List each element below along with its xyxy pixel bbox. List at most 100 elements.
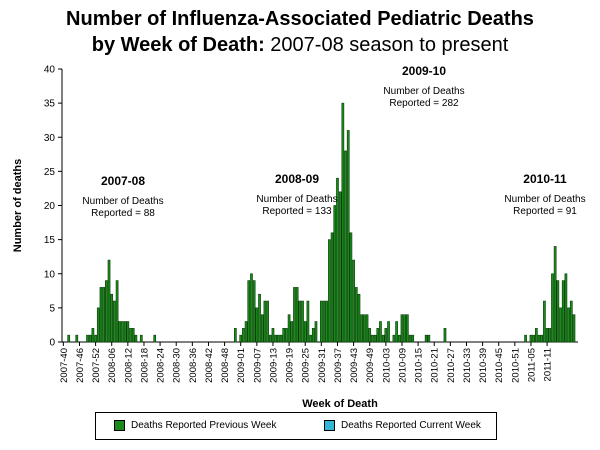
y-tick-label: 30 (44, 133, 56, 144)
season-deaths-label: Number of Deaths (504, 194, 585, 205)
bar-previous-week (534, 328, 538, 343)
bar-previous-week (234, 328, 237, 343)
bar-previous-week (569, 300, 573, 343)
bar-previous-week (311, 328, 315, 343)
bar-previous-week (548, 328, 552, 343)
bar-previous-week (325, 300, 329, 343)
season-label: 2008-09 (275, 172, 319, 186)
bar-previous-week (118, 321, 122, 343)
bar-previous-week (338, 191, 342, 343)
season-label: 2009-10 (402, 64, 446, 78)
bar-previous-week (298, 300, 302, 343)
x-tick-label: 2009-19 (285, 348, 296, 383)
bar-previous-week (105, 280, 108, 343)
bar-previous-week (110, 293, 114, 343)
bar-previous-week (75, 334, 79, 343)
bar-previous-week (376, 328, 380, 343)
bar-previous-week (564, 273, 568, 343)
bar-previous-week (556, 280, 560, 343)
bar-previous-week (360, 314, 363, 343)
bar-previous-week (395, 321, 398, 343)
x-tick-label: 2007-52 (91, 348, 102, 383)
bar-previous-week (362, 314, 366, 343)
bar-previous-week (244, 321, 248, 343)
bar-previous-week (349, 232, 353, 343)
bar-previous-week (529, 334, 533, 343)
x-tick-label: 2010-27 (446, 348, 457, 383)
bar-previous-week (255, 307, 259, 343)
y-tick-label: 0 (49, 338, 55, 349)
bar-previous-week (99, 287, 103, 343)
y-tick-label: 20 (44, 201, 56, 212)
x-tick-label: 2008-30 (172, 348, 183, 383)
x-tick-label: 2008-36 (188, 348, 199, 383)
bar-previous-week (559, 307, 562, 343)
bar-previous-week (88, 334, 92, 343)
bar-previous-week (260, 314, 264, 343)
legend-item-current-week: Deaths Reported Current Week (324, 420, 481, 431)
bar-previous-week (279, 334, 283, 343)
x-tick-label: 2007-40 (59, 348, 70, 383)
x-tick-label: 2009-43 (349, 348, 360, 383)
y-tick-label: 25 (44, 167, 56, 178)
season-label: 2010-11 (523, 172, 567, 186)
bar-previous-week (121, 321, 124, 343)
bar-previous-week (424, 334, 428, 343)
bar-previous-week (341, 102, 345, 343)
season-deaths-count: Reported = 282 (389, 98, 459, 109)
bar-previous-week (252, 280, 256, 343)
bar-previous-week (384, 328, 388, 343)
bar-previous-week (357, 293, 361, 343)
bar-previous-week (266, 300, 269, 343)
bar-previous-week (301, 300, 304, 343)
bar-previous-week (282, 328, 286, 343)
y-tick-label: 15 (44, 235, 56, 246)
x-tick-label: 2008-42 (204, 348, 215, 383)
bar-previous-week (545, 328, 549, 343)
season-deaths-count: Reported = 91 (513, 206, 577, 217)
bar-previous-week (250, 273, 253, 343)
x-tick-label: 2009-07 (252, 348, 263, 383)
bar-previous-week (94, 334, 97, 343)
bar-previous-week (102, 287, 106, 343)
bar-previous-week (368, 328, 372, 343)
bar-previous-week (67, 334, 71, 343)
legend: Deaths Reported Previous Week Deaths Rep… (95, 412, 497, 440)
x-tick-label: 2010-33 (462, 348, 473, 383)
bar-previous-week (408, 334, 412, 343)
bar-previous-week (131, 328, 135, 343)
bar-previous-week (268, 334, 272, 343)
bar-previous-week (365, 314, 369, 343)
x-tick-label: 2010-39 (478, 348, 489, 383)
bar-previous-week (139, 334, 143, 343)
bar-previous-week (532, 334, 535, 343)
x-tick-label: 2010-03 (381, 348, 392, 383)
x-tick-label: 2008-24 (156, 348, 167, 383)
y-axis-title: Number of deaths (12, 159, 24, 253)
bar-previous-week (400, 314, 404, 343)
bar-previous-week (540, 334, 544, 343)
legend-swatch-current-week (324, 420, 335, 431)
bar-previous-week (330, 232, 334, 343)
bar-previous-week (346, 130, 350, 343)
bar-previous-week (242, 328, 245, 343)
x-tick-label: 2008-48 (220, 348, 231, 383)
title-line-1: Number of Influenza-Associated Pediatric… (66, 8, 534, 30)
bar-previous-week (392, 334, 396, 343)
bar-previous-week (113, 300, 116, 343)
bar-previous-week (309, 334, 312, 343)
season-deaths-label: Number of Deaths (82, 196, 163, 207)
bar-previous-week (314, 321, 318, 343)
bar-previous-week (405, 314, 409, 343)
x-tick-label: 2009-31 (317, 348, 328, 383)
x-tick-label: 2011-11 (543, 348, 554, 381)
title-line-2-normal: 2007-08 season to present (270, 34, 509, 56)
bar-previous-week (543, 300, 546, 343)
bar-previous-week (397, 334, 401, 343)
bar-previous-week (373, 334, 377, 343)
bar-previous-week (379, 321, 382, 343)
bar-previous-week (258, 293, 261, 343)
bar-previous-week (107, 259, 111, 343)
bar-previous-week (403, 314, 406, 343)
